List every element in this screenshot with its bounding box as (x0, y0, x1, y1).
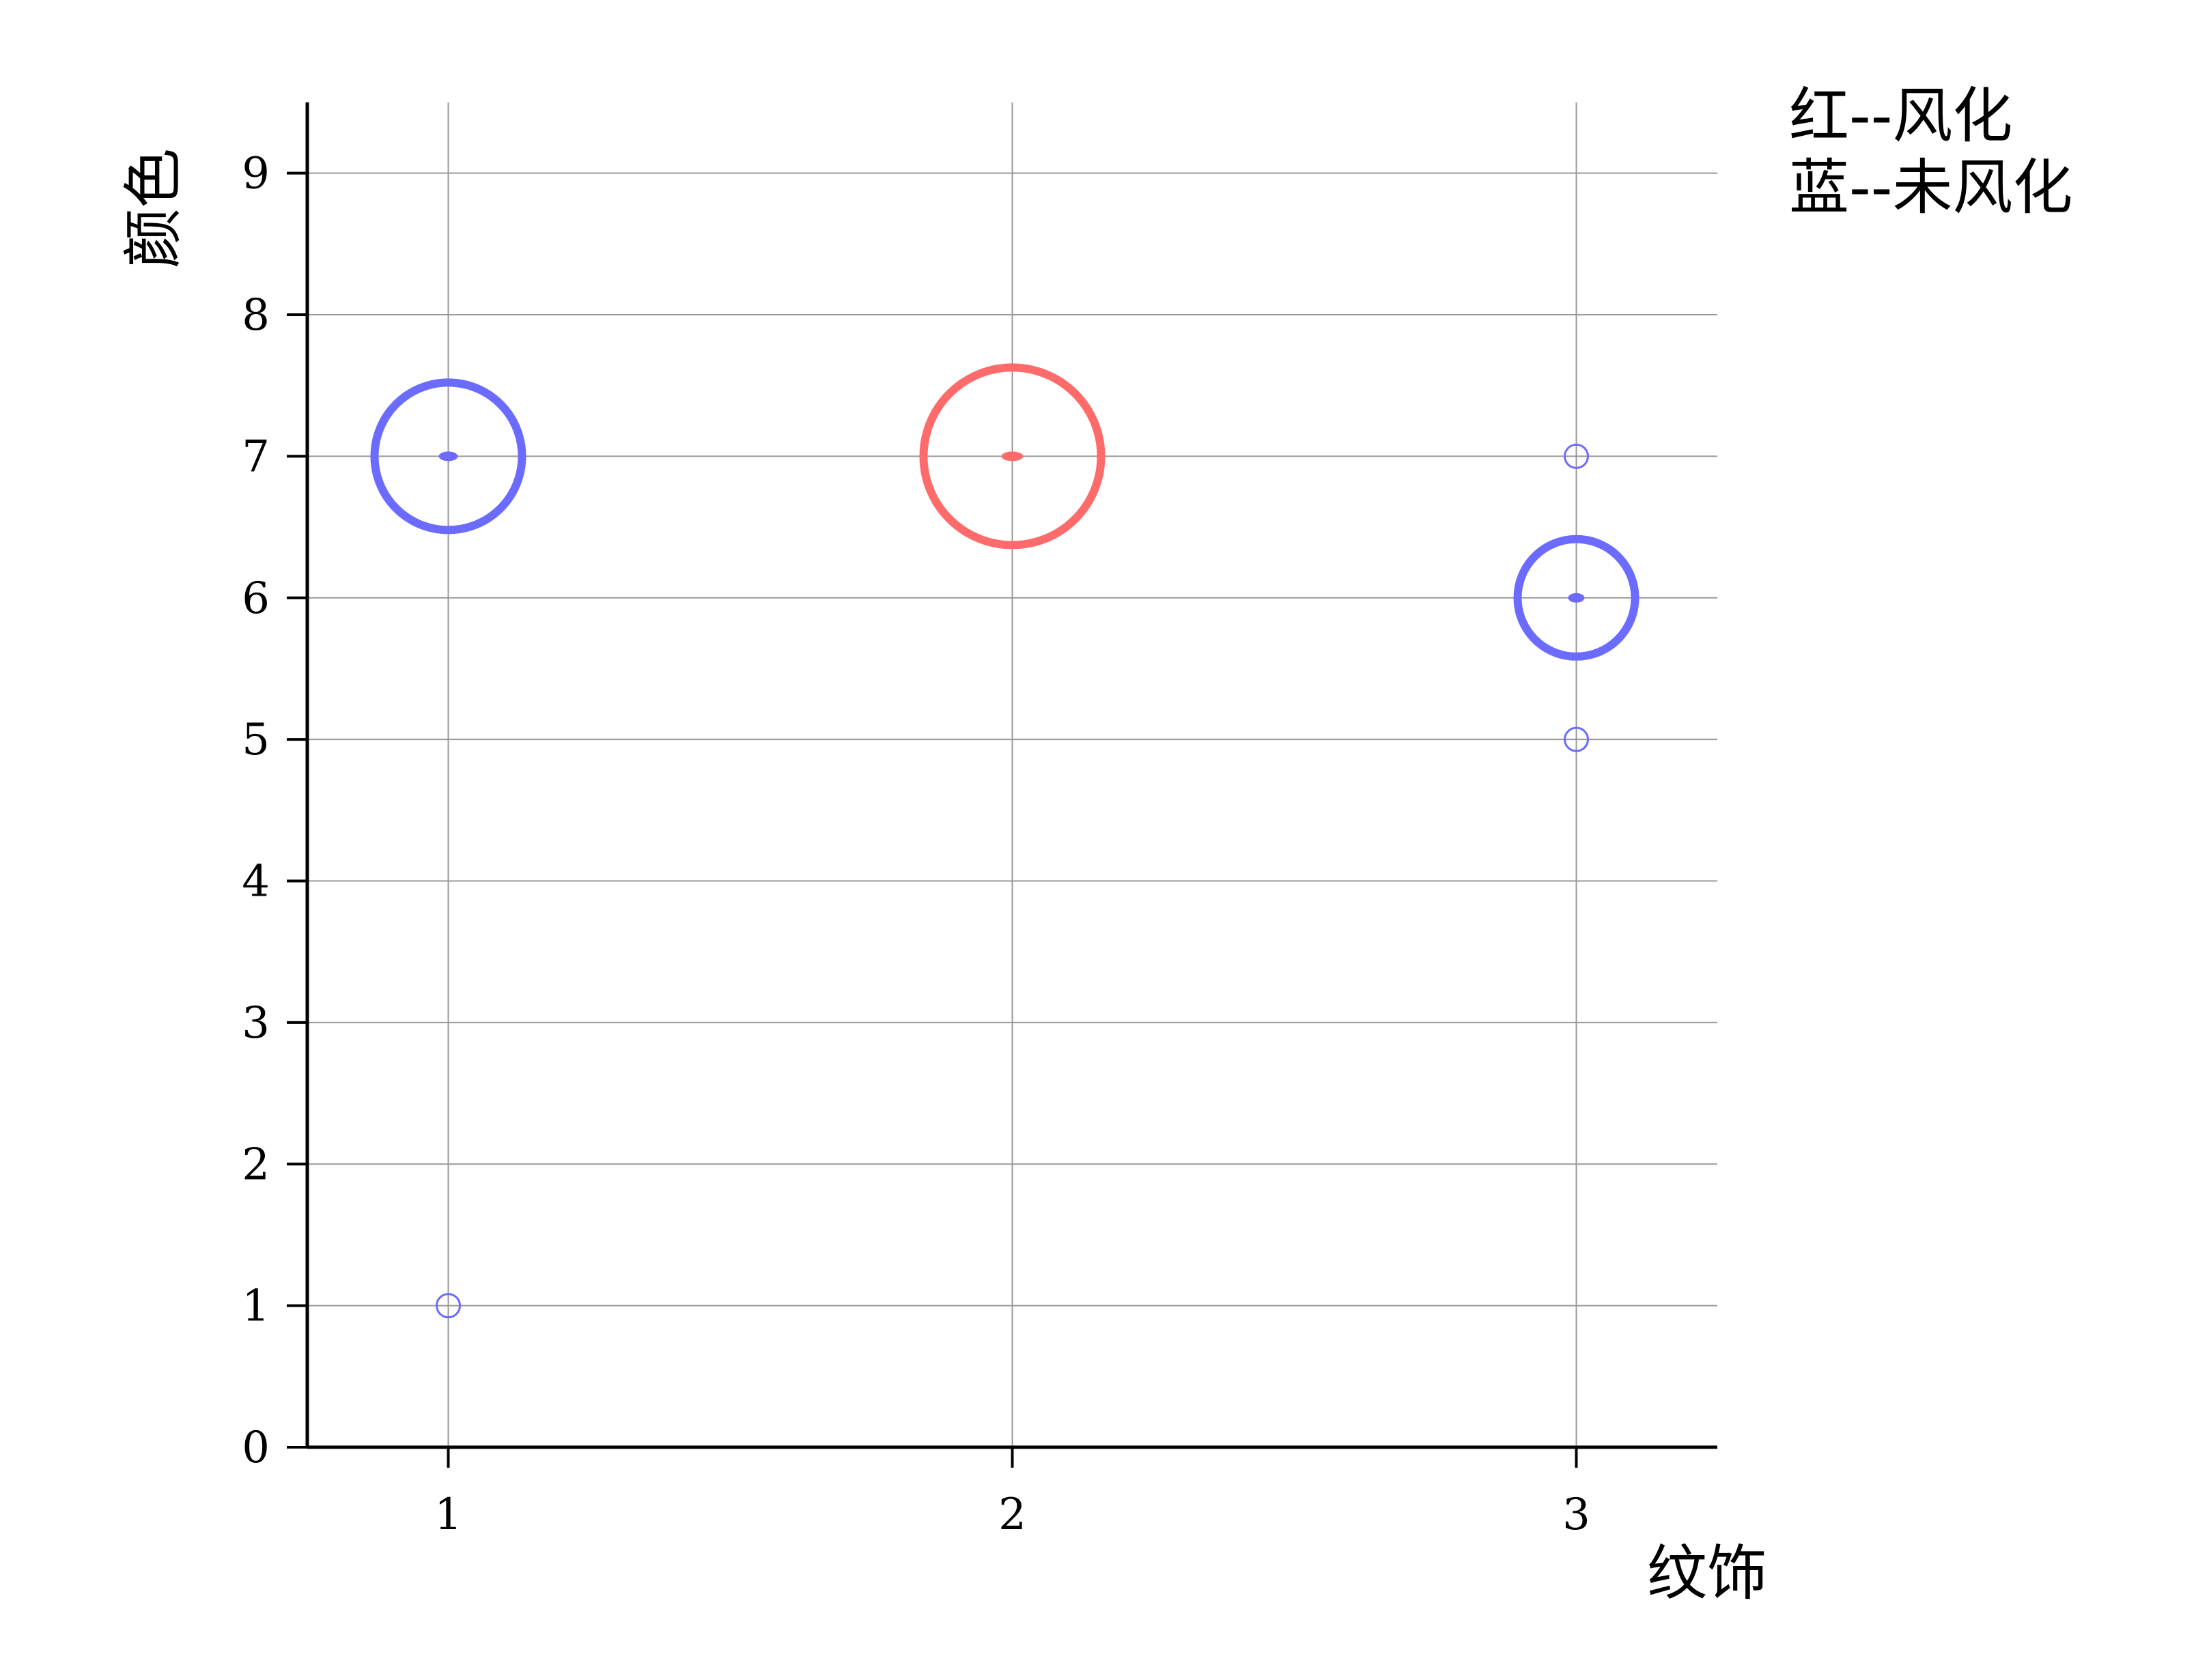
x-tick-label: 2 (998, 1490, 1026, 1540)
y-tick-label: 9 (242, 149, 270, 199)
data-point (919, 363, 1106, 550)
y-tick-label: 5 (242, 715, 270, 765)
data-point-center (1001, 451, 1024, 461)
grid-lines (307, 102, 1717, 1447)
data-point (370, 378, 526, 535)
data-point (1564, 726, 1589, 752)
axes (287, 102, 1717, 1468)
data-point (436, 1293, 461, 1319)
tick-labels: 0 1 2 3 4 5 6 7 8 9 1 2 3 (242, 149, 1590, 1540)
y-tick-label: 7 (242, 431, 270, 482)
y-axis-title: 颜色 (118, 148, 188, 268)
data-points (370, 363, 1639, 1319)
x-tick-label: 1 (434, 1490, 462, 1540)
y-tick-label: 1 (242, 1281, 270, 1332)
data-point (1564, 443, 1589, 469)
y-tick-label: 8 (242, 290, 270, 341)
x-axis-title: 纹饰 (1647, 1538, 1767, 1608)
x-tick-label: 3 (1562, 1490, 1590, 1540)
y-tick-label: 3 (242, 998, 270, 1049)
legend-weathered: 红--风化 (1789, 81, 2013, 151)
y-tick-label: 6 (242, 573, 270, 624)
y-tick-label: 0 (242, 1423, 270, 1473)
data-point (1513, 535, 1639, 661)
y-tick-label: 4 (242, 857, 270, 907)
data-point-center (438, 451, 458, 461)
y-tick-label: 2 (242, 1139, 270, 1190)
data-point-center (1568, 593, 1585, 603)
legend-unweathered: 蓝--未风化 (1789, 152, 2073, 223)
